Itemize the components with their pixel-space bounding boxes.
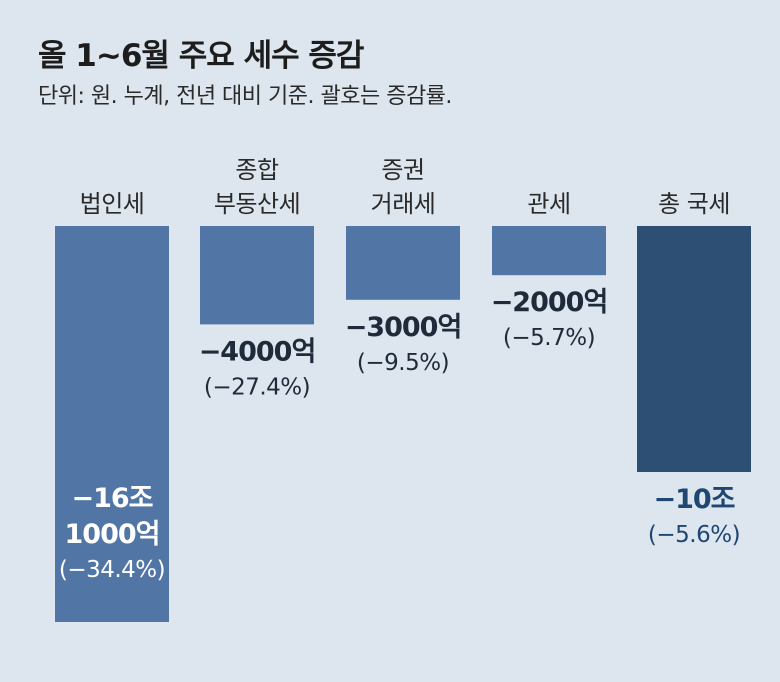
amount-label: −16조 xyxy=(71,483,152,514)
percent-label: (−27.4%) xyxy=(204,374,310,400)
category-label: 법인세 xyxy=(80,190,145,218)
bar xyxy=(492,226,606,276)
bar xyxy=(346,226,460,300)
category-label: 총 국세 xyxy=(658,190,730,218)
amount-label: −3000억 xyxy=(345,312,462,343)
category-label: 관세 xyxy=(527,190,570,218)
amount-label: −10조 xyxy=(653,484,734,515)
category-label: 증권 xyxy=(381,156,424,184)
amount-label: −2000억 xyxy=(491,287,608,318)
percent-label: (−34.4%) xyxy=(59,557,165,583)
bar xyxy=(637,226,751,472)
amount-label: −4000억 xyxy=(199,336,316,367)
chart-subtitle: 단위: 원. 누계, 전년 대비 기준. 괄호는 증감률. xyxy=(38,84,452,109)
bar xyxy=(200,226,314,325)
percent-label: (−9.5%) xyxy=(357,350,449,376)
category-label: 부동산세 xyxy=(214,190,300,218)
percent-label: (−5.7%) xyxy=(503,325,595,351)
bar xyxy=(55,226,169,622)
amount-label: 1000억 xyxy=(65,519,160,550)
chart-title: 올 1~6월 주요 세수 증감 xyxy=(38,38,364,74)
category-label: 거래세 xyxy=(371,190,436,218)
percent-label: (−5.6%) xyxy=(648,522,740,548)
category-label: 종합 xyxy=(235,156,279,184)
